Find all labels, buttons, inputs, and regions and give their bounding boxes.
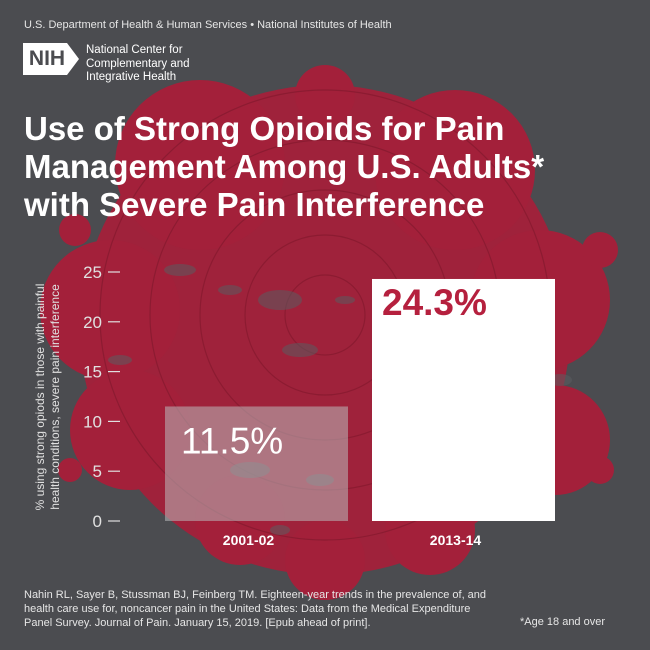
y-tick-label: 25 <box>83 263 102 282</box>
y-axis-label: % using strong opiods in those with pain… <box>33 284 62 511</box>
y-axis: 0 5 10 15 20 25 <box>83 263 120 531</box>
agency-line: U.S. Department of Health & Human Servic… <box>24 19 392 31</box>
citation-line: Nahin RL, Sayer B, Stussman BJ, Feinberg… <box>24 589 487 601</box>
data-label: 24.3% <box>382 282 487 323</box>
y-axis-label-line: health conditions, severe pain interfere… <box>48 284 62 510</box>
y-tick-label: 15 <box>83 363 102 382</box>
footnote: *Age 18 and over <box>520 616 606 628</box>
x-tick-label: 2001-02 <box>223 532 275 548</box>
title-line: Use of Strong Opioids for Pain <box>24 110 505 147</box>
nih-logo-shape <box>23 43 79 75</box>
center-name-line: Integrative Health <box>86 71 177 83</box>
bars <box>165 278 555 521</box>
x-tick-label: 2013-14 <box>430 532 482 548</box>
center-name: National Center for Complementary and In… <box>86 44 226 85</box>
citation: Nahin RL, Sayer B, Stussman BJ, Feinberg… <box>24 588 514 630</box>
center-name-line: National Center for <box>86 44 183 56</box>
title-line: with Severe Pain Interference <box>24 186 485 223</box>
data-labels: 11.5% 24.3% <box>181 282 487 461</box>
chart-title: Use of Strong Opioids for Pain Managemen… <box>24 110 634 224</box>
x-axis-labels: 2001-02 2013-14 <box>223 532 482 548</box>
nih-logo-text: NIH <box>28 47 66 70</box>
title-line: Management Among U.S. Adults* <box>24 148 545 185</box>
nih-logo: NIH <box>23 43 79 75</box>
data-label: 11.5% <box>181 420 283 461</box>
citation-line: health care use for, noncancer pain in t… <box>24 603 471 615</box>
bar-2013-14 <box>372 278 555 521</box>
y-tick-label: 0 <box>93 512 102 531</box>
citation-line: Panel Survey. Journal of Pain. January 1… <box>24 617 371 629</box>
y-axis-label-line: % using strong opiods in those with pain… <box>33 284 47 511</box>
bar-2001-02 <box>165 406 348 521</box>
center-name-line: Complementary and <box>86 57 190 70</box>
y-tick-label: 5 <box>93 462 102 481</box>
y-tick-label: 10 <box>83 412 102 431</box>
y-tick-label: 20 <box>83 313 102 332</box>
